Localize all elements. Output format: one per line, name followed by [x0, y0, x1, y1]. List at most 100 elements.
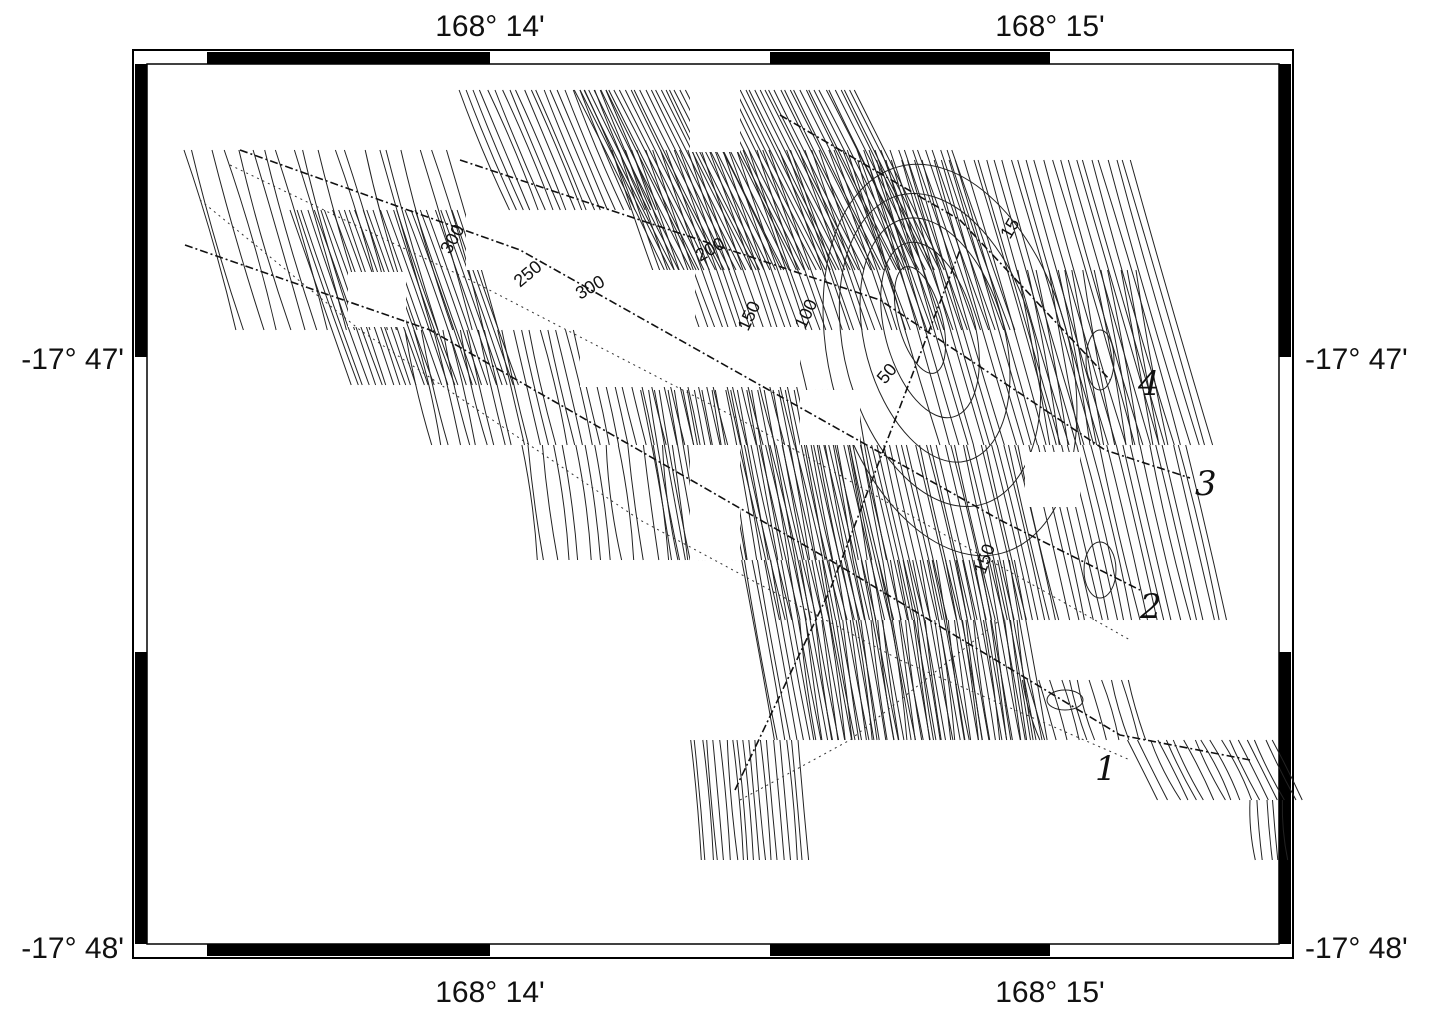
contour-line — [483, 329, 512, 446]
contour-line — [730, 389, 763, 561]
contour-line — [1100, 269, 1134, 446]
contour-line — [983, 619, 1001, 741]
contour-line — [889, 149, 954, 331]
contour-line — [289, 209, 352, 386]
contour-line — [811, 559, 846, 741]
contour-line — [1271, 739, 1303, 801]
contour-line — [1157, 739, 1189, 801]
contour-line — [916, 619, 934, 741]
contour-line — [1127, 739, 1158, 801]
contour-line — [996, 444, 1039, 621]
contour-line — [741, 559, 775, 741]
contour-line — [770, 559, 804, 741]
contour-line — [997, 559, 1031, 741]
frame-right — [1279, 64, 1291, 944]
contour-line — [813, 89, 905, 271]
contour-line — [1008, 559, 1043, 741]
contour-line — [1061, 679, 1080, 741]
contour-line — [521, 329, 549, 446]
contour-line — [543, 89, 596, 211]
contour-line — [1266, 799, 1273, 861]
contour-line — [640, 389, 672, 561]
contour-line — [821, 619, 839, 741]
survey-line-cross — [734, 249, 961, 791]
survey-line-2 — [239, 149, 1141, 591]
contour-line — [876, 159, 960, 446]
contour-line — [1122, 444, 1165, 621]
contour-line — [386, 209, 449, 386]
contour-line — [524, 89, 576, 211]
contour-line — [945, 559, 979, 741]
contour-line — [521, 444, 538, 561]
contour-line — [583, 89, 675, 271]
contour-line — [425, 209, 489, 386]
contour-line — [859, 217, 1011, 463]
contour-line — [1082, 269, 1116, 446]
contour-line — [940, 159, 1025, 446]
bottom-lon-label: 168° 14' — [435, 976, 544, 1009]
contour-line — [1265, 739, 1297, 801]
contour-line — [738, 444, 780, 621]
contour-line — [465, 89, 517, 211]
contour-line — [1101, 679, 1120, 741]
data-gap — [690, 82, 740, 152]
contour-line — [870, 559, 905, 741]
data-gap — [690, 445, 740, 560]
contour-line — [849, 619, 867, 741]
contour-line — [914, 159, 998, 446]
contour-line — [690, 739, 702, 861]
contour-line — [759, 89, 851, 271]
contour-line — [736, 739, 749, 861]
contour-line — [300, 209, 363, 386]
contour-line — [466, 329, 495, 446]
contour-line — [1173, 444, 1215, 621]
contour-line — [855, 389, 887, 561]
contour-line — [639, 89, 731, 271]
contour-line — [993, 159, 1077, 446]
contour-line — [963, 444, 1005, 621]
contour-line — [742, 739, 754, 861]
contour-line — [756, 559, 791, 741]
contour-line — [955, 559, 990, 741]
contour-line — [805, 559, 840, 741]
contour-line — [926, 444, 968, 621]
contour-line — [966, 444, 1008, 621]
contour-line — [379, 209, 443, 386]
contour-line — [669, 89, 760, 271]
contour-line — [1256, 799, 1263, 861]
contour-line — [658, 389, 691, 561]
contour-line — [877, 619, 895, 741]
line-labels: 1 2 3 4 — [1095, 364, 1217, 789]
contour-line — [515, 89, 567, 211]
contour-line — [1150, 739, 1182, 801]
contour-line — [1010, 619, 1028, 741]
contour-line — [987, 559, 1021, 741]
contour-line — [968, 559, 1003, 741]
contour-line — [1129, 159, 1214, 446]
contour-line — [714, 149, 779, 331]
contour-line — [784, 389, 817, 561]
contour-line — [895, 444, 938, 621]
contour-line — [798, 149, 863, 331]
contour-line — [599, 89, 651, 211]
contour-line — [561, 444, 579, 561]
contour-line — [1043, 159, 1127, 446]
contour-line — [828, 444, 870, 621]
contour-line — [772, 389, 805, 561]
contour-line — [1027, 269, 1060, 446]
data-gap — [580, 327, 800, 387]
contour-line — [789, 89, 881, 271]
contour-line — [600, 89, 692, 271]
contour-line — [835, 619, 853, 741]
contour-line — [706, 739, 718, 861]
contour-line — [1165, 739, 1197, 801]
contour-line — [579, 89, 671, 271]
contour-line — [931, 149, 996, 331]
contour-line — [1127, 679, 1147, 741]
contour-line — [961, 619, 979, 741]
contour-line — [757, 389, 790, 561]
contour-line — [1209, 739, 1241, 801]
contour-line — [393, 209, 456, 386]
contour-line — [379, 149, 433, 331]
contour-line — [919, 444, 961, 621]
